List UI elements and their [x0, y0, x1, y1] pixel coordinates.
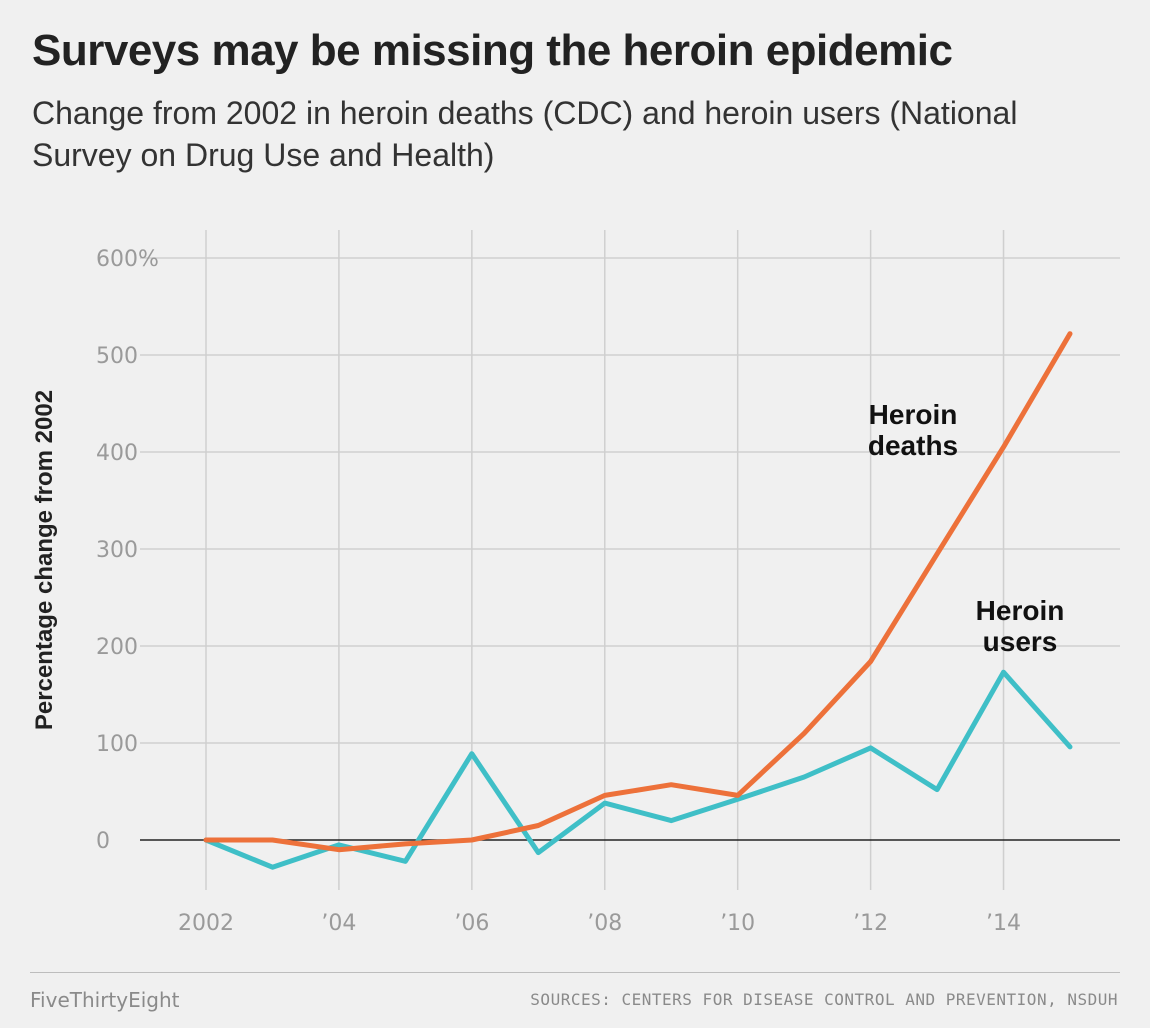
chart-subtitle: Change from 2002 in heroin deaths (CDC) … [32, 95, 1018, 173]
x-tick-label: ’06 [454, 911, 489, 936]
y-axis-ticks: 0 100 200 300 400 500 600% [96, 247, 159, 854]
line-chart: 0 100 200 300 400 500 600% 2002 ’04 ’06 ’08 ’10 ’12… [31, 230, 1120, 936]
brand-logo-text: FiveThirtyEight [30, 988, 180, 1012]
annotation-heroin-deaths: Heroin deaths [868, 399, 958, 461]
series-line-heroin-deaths [203, 331, 1073, 853]
y-tick-label: 300 [96, 538, 138, 563]
x-axis-ticks: 2002 ’04 ’06 ’08 ’10 ’12 ’14 [178, 911, 1021, 936]
y-axis-label: Percentage change from 2002 [31, 390, 58, 730]
x-tick-label: ’10 [720, 911, 755, 936]
footer-divider [30, 972, 1120, 973]
x-tick-label: 2002 [178, 911, 234, 936]
x-tick-label: ’14 [986, 911, 1021, 936]
y-tick-label: 400 [96, 441, 138, 466]
grid [140, 230, 1120, 890]
x-tick-label: ’08 [587, 911, 622, 936]
y-tick-label: 100 [96, 732, 138, 757]
series [203, 331, 1073, 870]
source-note: SOURCES: CENTERS FOR DISEASE CONTROL AND… [530, 990, 1118, 1009]
x-tick-label: ’04 [321, 911, 356, 936]
x-tick-label: ’12 [853, 911, 888, 936]
annotation-heroin-users: Heroin users [976, 595, 1065, 657]
y-tick-label: 0 [96, 829, 110, 854]
series-line-heroin-users [203, 669, 1073, 870]
y-tick-label: 200 [96, 635, 138, 660]
y-tick-label: 600% [96, 247, 159, 272]
chart-title: Surveys may be missing the heroin epidem… [32, 26, 953, 75]
series-annotations: Heroin deaths Heroin users [868, 399, 1064, 657]
y-tick-label: 500 [96, 344, 138, 369]
